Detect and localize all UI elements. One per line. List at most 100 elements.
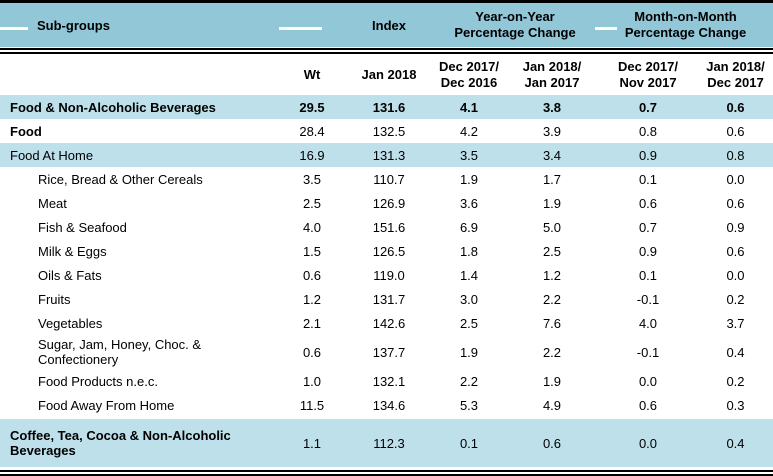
table-row: Food At Home 16.9 131.3 3.5 3.4 0.9 0.8: [0, 143, 773, 167]
header-divider-dash: [0, 27, 28, 30]
row-label: Food Products n.e.c.: [38, 373, 158, 389]
row-weight: 1.5: [302, 243, 322, 259]
row-index-value: 142.6: [372, 315, 406, 331]
row-mom-2: 0.6: [726, 99, 745, 115]
row-index-value: 126.9: [372, 195, 406, 211]
header-divider-dash: [595, 27, 617, 30]
row-yoy-1: 0.1: [459, 435, 479, 451]
row-weight: 2.5: [302, 195, 322, 211]
row-index-value: 131.6: [372, 99, 406, 115]
row-mom-1: 0.1: [638, 171, 658, 187]
row-mom-1: -0.1: [636, 291, 660, 307]
table-header-band: Sub-groups Index Year-on-Year Percentage…: [0, 3, 773, 47]
row-mom-2: 0.6: [726, 195, 745, 211]
row-yoy-2: 3.9: [542, 123, 562, 139]
row-label: Meat: [38, 195, 67, 211]
row-weight: 1.1: [302, 435, 322, 451]
row-yoy-2: 2.5: [542, 243, 562, 259]
table-row: Meat 2.5 126.9 3.6 1.9 0.6 0.6: [0, 191, 773, 215]
row-yoy-1: 3.0: [459, 291, 479, 307]
row-mom-2: 0.3: [726, 397, 745, 413]
row-yoy-1: 1.4: [459, 267, 479, 283]
row-weight: 2.1: [302, 315, 322, 331]
row-weight: 28.4: [299, 123, 325, 139]
row-mom-1: 0.6: [638, 195, 658, 211]
row-yoy-1: 4.2: [459, 123, 479, 139]
row-mom-2: 0.4: [726, 435, 745, 451]
row-yoy-2: 4.9: [542, 397, 562, 413]
row-mom-1: 0.7: [638, 99, 658, 115]
row-mom-2: 0.2: [726, 291, 745, 307]
row-label: Vegetables: [38, 315, 103, 331]
row-mom-1: 0.0: [638, 435, 658, 451]
table-row: Vegetables 2.1 142.6 2.5 7.6 4.0 3.7: [0, 311, 773, 335]
row-yoy-1: 5.3: [459, 397, 479, 413]
row-mom-1: 0.9: [638, 243, 658, 259]
row-index-value: 119.0: [373, 267, 405, 283]
row-index-value: 112.3: [373, 435, 405, 451]
row-weight: 1.0: [302, 373, 322, 389]
row-index-value: 126.5: [372, 243, 406, 259]
mom-period-1-header: Dec 2017/ Nov 2017: [618, 58, 678, 90]
row-mom-2: 0.2: [726, 373, 745, 389]
row-yoy-2: 1.2: [542, 267, 562, 283]
row-mom-2: 0.6: [726, 123, 745, 139]
row-weight: 29.5: [299, 99, 325, 115]
row-yoy-1: 1.9: [459, 171, 479, 187]
row-yoy-2: 2.2: [542, 291, 562, 307]
row-yoy-1: 3.5: [459, 147, 479, 163]
index-period-header: Jan 2018: [361, 66, 417, 82]
row-yoy-1: 2.2: [459, 373, 479, 389]
table-row: Fruits 1.2 131.7 3.0 2.2 -0.1 0.2: [0, 287, 773, 311]
mom-period-2-header: Jan 2018/ Dec 2017: [706, 58, 765, 90]
row-label: Milk & Eggs: [38, 243, 107, 259]
row-mom-2: 0.6: [726, 243, 745, 259]
row-mom-1: 0.0: [638, 373, 658, 389]
row-yoy-1: 1.9: [459, 344, 479, 360]
row-label: Food Away From Home: [38, 397, 175, 413]
row-label: Food: [10, 123, 42, 139]
month-on-month-group-header: Month-on-Month Percentage Change: [624, 9, 747, 40]
row-mom-2: 0.9: [726, 219, 745, 235]
table-row: Fish & Seafood 4.0 151.6 6.9 5.0 0.7 0.9: [0, 215, 773, 239]
row-label: Sugar, Jam, Honey, Choc. & Confectionery: [38, 337, 202, 367]
row-weight: 0.6: [302, 267, 322, 283]
table-bottom-rule: [0, 470, 773, 476]
table-body: Food & Non-Alcoholic Beverages 29.5 131.…: [0, 95, 773, 467]
header-separator-rule: [0, 48, 773, 54]
row-yoy-1: 3.6: [459, 195, 479, 211]
row-yoy-2: 2.2: [542, 344, 562, 360]
row-label: Food At Home: [10, 147, 94, 163]
row-yoy-1: 1.8: [459, 243, 479, 259]
table-row: Milk & Eggs 1.5 126.5 1.8 2.5 0.9 0.6: [0, 239, 773, 263]
table-row: Coffee, Tea, Cocoa & Non-Alcoholic Bever…: [0, 419, 773, 467]
table-row: Sugar, Jam, Honey, Choc. & Confectionery…: [0, 335, 773, 369]
row-mom-1: -0.1: [636, 344, 660, 360]
row-label: Oils & Fats: [38, 267, 102, 283]
table-row: Food Away From Home 11.5 134.6 5.3 4.9 0…: [0, 393, 773, 417]
row-weight: 4.0: [302, 219, 322, 235]
row-index-value: 151.6: [372, 219, 406, 235]
row-mom-1: 0.8: [638, 123, 658, 139]
row-index-value: 132.5: [372, 123, 406, 139]
row-mom-1: 0.1: [638, 267, 658, 283]
table-row: Rice, Bread & Other Cereals 3.5 110.7 1.…: [0, 167, 773, 191]
row-mom-2: 0.0: [726, 171, 745, 187]
row-yoy-1: 2.5: [459, 315, 479, 331]
row-mom-1: 0.9: [638, 147, 658, 163]
index-column-header: Index: [372, 17, 406, 33]
row-label: Fish & Seafood: [38, 219, 127, 235]
bottom-gap: [0, 467, 773, 470]
row-yoy-2: 1.9: [542, 373, 562, 389]
row-yoy-2: 1.7: [542, 171, 562, 187]
header-divider-dash: [279, 27, 322, 30]
row-index-value: 110.7: [373, 171, 405, 187]
row-yoy-1: 4.1: [459, 99, 479, 115]
row-mom-2: 0.8: [726, 147, 745, 163]
row-index-value: 132.1: [372, 373, 406, 389]
table-row: Food 28.4 132.5 4.2 3.9 0.8 0.6: [0, 119, 773, 143]
row-yoy-2: 1.9: [542, 195, 562, 211]
row-label: Rice, Bread & Other Cereals: [38, 171, 203, 187]
row-mom-1: 4.0: [638, 315, 658, 331]
row-mom-2: 3.7: [726, 315, 745, 331]
